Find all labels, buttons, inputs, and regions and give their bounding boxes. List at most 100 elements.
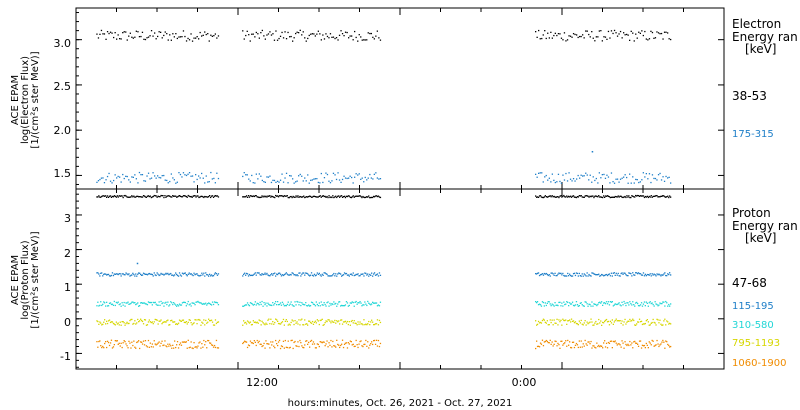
data-point	[253, 195, 255, 198]
data-point	[118, 342, 120, 344]
data-point	[660, 179, 663, 181]
data-point	[344, 177, 347, 179]
data-point	[663, 301, 665, 303]
data-point	[363, 196, 365, 198]
data-point	[535, 320, 537, 322]
data-point	[259, 301, 261, 304]
data-point	[245, 341, 247, 343]
data-point	[378, 178, 380, 180]
data-point	[316, 33, 318, 35]
data-point	[589, 343, 591, 345]
data-point	[569, 273, 571, 275]
data-point	[618, 320, 620, 322]
data-point	[184, 195, 186, 197]
data-point	[150, 321, 152, 324]
data-point	[118, 195, 120, 197]
data-point	[666, 196, 668, 198]
data-point	[582, 34, 584, 36]
data-point	[612, 32, 614, 35]
data-point	[643, 323, 646, 325]
data-point	[245, 195, 248, 197]
data-point	[662, 195, 664, 197]
data-point	[355, 339, 357, 342]
data-point	[319, 182, 321, 184]
data-point	[116, 323, 118, 325]
data-point	[129, 275, 131, 277]
data-point	[609, 182, 611, 184]
data-point	[330, 322, 332, 324]
data-point	[633, 182, 635, 184]
data-point	[257, 303, 259, 305]
data-point	[537, 272, 540, 274]
data-point	[665, 300, 667, 303]
data-point	[322, 324, 324, 326]
data-point	[245, 323, 248, 325]
data-point	[113, 344, 115, 346]
data-point	[174, 274, 176, 276]
data-point	[246, 196, 249, 198]
data-point	[108, 302, 111, 304]
data-point	[117, 273, 119, 276]
data-point	[293, 274, 295, 276]
data-point	[299, 195, 301, 198]
data-point	[670, 274, 672, 276]
data-point	[592, 195, 594, 197]
data-point	[655, 303, 657, 305]
data-point	[614, 195, 616, 198]
data-point	[598, 302, 600, 304]
data-point	[284, 339, 286, 342]
data-point	[119, 195, 121, 197]
data-point	[206, 347, 208, 349]
data-point	[194, 274, 196, 276]
data-point	[372, 178, 374, 180]
data-point	[373, 324, 375, 326]
data-point	[276, 273, 278, 275]
data-point	[262, 345, 264, 347]
data-point	[158, 31, 160, 33]
data-point	[144, 38, 147, 41]
data-point	[365, 196, 367, 198]
data-point	[657, 196, 659, 198]
data-point	[126, 39, 128, 41]
data-point	[644, 347, 646, 349]
data-point	[115, 340, 117, 342]
data-point	[658, 304, 660, 306]
data-point	[246, 273, 249, 275]
proton-ylabel-line1: ACE EPAM	[10, 255, 21, 305]
data-point	[554, 272, 556, 274]
data-point	[113, 195, 115, 197]
data-point	[656, 195, 658, 197]
data-point	[616, 35, 619, 37]
data-point	[556, 345, 558, 347]
data-point	[181, 302, 184, 304]
data-point	[662, 301, 664, 303]
data-point	[372, 275, 374, 277]
data-point	[323, 38, 326, 40]
data-point	[544, 321, 546, 323]
data-point	[252, 182, 254, 184]
data-point	[291, 339, 293, 341]
data-point	[539, 274, 542, 276]
data-point	[267, 319, 269, 321]
data-point	[358, 195, 360, 197]
data-point	[137, 31, 139, 33]
data-point	[155, 344, 157, 346]
data-point	[357, 302, 359, 304]
data-point	[626, 321, 628, 323]
data-point	[645, 38, 647, 40]
data-point	[303, 347, 305, 349]
data-point	[138, 36, 141, 38]
data-point	[256, 272, 258, 274]
data-point	[585, 275, 587, 277]
data-point	[364, 39, 366, 41]
data-point	[576, 178, 578, 180]
data-point	[580, 195, 582, 197]
data-point	[141, 341, 143, 343]
data-point	[570, 303, 573, 305]
data-point	[260, 175, 262, 177]
data-point	[576, 323, 579, 325]
data-point	[134, 174, 136, 176]
data-point	[551, 319, 553, 321]
data-point	[148, 346, 150, 348]
data-point	[663, 195, 665, 197]
